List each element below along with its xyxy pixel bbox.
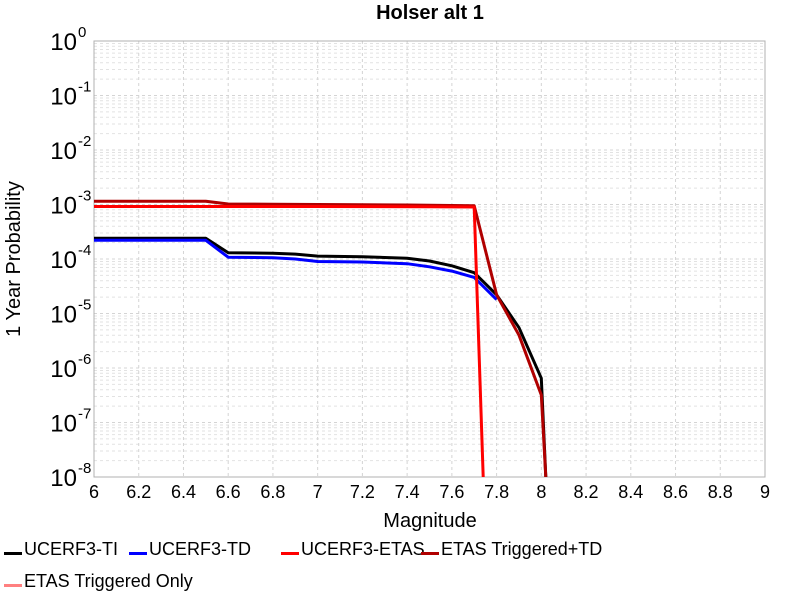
y-tick-label: 10 -8 — [50, 460, 91, 492]
legend-item: UCERF3-TD — [129, 536, 251, 562]
legend-swatch — [129, 551, 147, 555]
series-line-ucerf3-etas — [94, 205, 485, 477]
legend-swatch — [4, 583, 22, 587]
y-tick-label: 10 -1 — [50, 79, 91, 111]
legend-item: ETAS Triggered+TD — [421, 536, 602, 562]
grid-major — [93, 40, 766, 478]
y-tick-base: 10 — [50, 84, 77, 111]
x-tick-label: 8.8 — [708, 482, 733, 502]
y-tick-exponent: -3 — [78, 188, 91, 205]
y-tick-exponent: -2 — [78, 133, 91, 150]
x-tick-label: 7.2 — [350, 482, 375, 502]
legend-item: UCERF3-ETAS — [281, 536, 425, 562]
x-tick-label: 6.2 — [126, 482, 151, 502]
y-tick-label: 10 -4 — [50, 242, 91, 274]
y-tick-base: 10 — [50, 29, 77, 56]
legend-item: UCERF3-TI — [4, 536, 118, 562]
series-line-etas-triggered-td — [94, 199, 548, 477]
y-tick-exponent: -7 — [78, 406, 91, 423]
legend-swatch — [281, 551, 299, 555]
x-axis-label: Magnitude — [383, 510, 476, 532]
legend-item: ETAS Triggered Only — [4, 568, 193, 594]
y-tick-label: 10 -2 — [50, 133, 91, 165]
y-tick-label: 10 0 — [50, 24, 86, 56]
x-tick-label: 9 — [760, 482, 770, 502]
series-layer — [94, 199, 548, 477]
legend-label: ETAS Triggered Only — [24, 571, 193, 591]
x-tick-label: 8.4 — [618, 482, 643, 502]
legend-label: UCERF3-TD — [149, 539, 251, 559]
y-tick-base: 10 — [50, 356, 77, 383]
y-tick-exponent: -5 — [78, 297, 91, 314]
chart-title: Holser alt 1 — [376, 2, 484, 24]
y-tick-exponent: -6 — [78, 351, 91, 368]
grid-minor — [94, 42, 765, 462]
y-tick-base: 10 — [50, 302, 77, 329]
legend-swatch — [4, 551, 22, 555]
x-tick-label: 7.6 — [439, 482, 464, 502]
legend-label: UCERF3-TI — [24, 539, 118, 559]
y-tick-label: 10 -6 — [50, 351, 91, 383]
y-tick-label: 10 -7 — [50, 406, 91, 438]
series-line-ucerf3-ti — [94, 236, 548, 477]
y-tick-exponent: 0 — [78, 24, 86, 41]
x-tick-label: 7.8 — [484, 482, 509, 502]
y-tick-label: 10 -5 — [50, 297, 91, 329]
x-tick-label: 6.6 — [216, 482, 241, 502]
y-tick-base: 10 — [50, 138, 77, 165]
x-tick-label: 8.2 — [574, 482, 599, 502]
x-tick-label: 7.4 — [395, 482, 420, 502]
x-tick-label: 6 — [89, 482, 99, 502]
x-tick-labels: 6 6.2 6.4 6.6 6.8 7 7.2 7.4 7.6 7.8 8 8.2 8.4 8.6 8.8 9 — [89, 482, 770, 502]
y-axis-label: 1 Year Probability — [3, 181, 25, 337]
x-tick-label: 6.4 — [171, 482, 196, 502]
x-tick-label: 8.6 — [663, 482, 688, 502]
legend-swatch — [421, 551, 439, 555]
y-tick-exponent: -1 — [78, 79, 91, 96]
x-tick-label: 7 — [313, 482, 323, 502]
y-tick-base: 10 — [50, 193, 77, 220]
x-tick-label: 6.8 — [260, 482, 285, 502]
y-tick-label: 10 -3 — [50, 188, 91, 220]
y-tick-base: 10 — [50, 465, 77, 492]
x-tick-label: 8 — [536, 482, 546, 502]
y-tick-base: 10 — [50, 411, 77, 438]
legend-label: UCERF3-ETAS — [301, 539, 425, 559]
series-line-ucerf3-td — [94, 238, 498, 301]
y-tick-exponent: -8 — [78, 460, 91, 477]
y-tick-base: 10 — [50, 247, 77, 274]
y-tick-exponent: -4 — [78, 242, 91, 259]
legend-label: ETAS Triggered+TD — [441, 539, 603, 559]
plot-frame — [93, 40, 766, 478]
